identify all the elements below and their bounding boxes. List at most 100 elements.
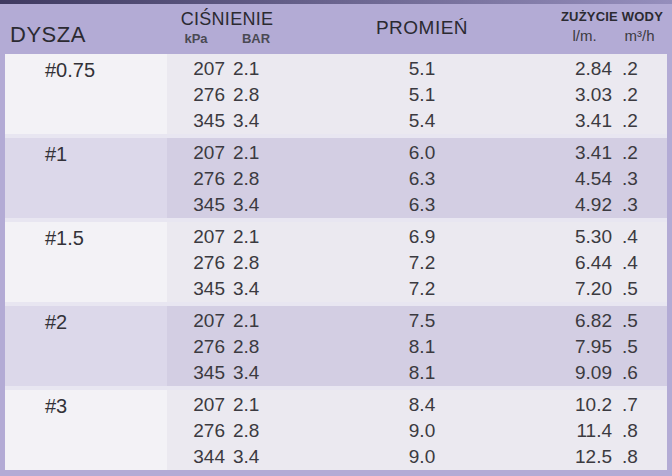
cell-kpa: 276 <box>167 418 225 444</box>
row-lines: 2072.16.95.30.42762.87.26.44.43453.47.27… <box>167 222 667 302</box>
header-radius: PROMIEŃ <box>287 4 557 54</box>
unit-liters-per-min: l/m. <box>557 27 612 44</box>
table-header: DYSZA CIŚNIENIE kPa BAR PROMIEŃ ZUŻYCIE … <box>5 4 667 54</box>
cell-radius: 8.4 <box>287 392 557 418</box>
nozzle-spec-table: DYSZA CIŚNIENIE kPa BAR PROMIEŃ ZUŻYCIE … <box>0 0 672 476</box>
cell-cubic-meters-per-hour: .2 <box>612 82 667 108</box>
cell-kpa: 345 <box>167 192 225 218</box>
unit-kpa: kPa <box>167 31 225 46</box>
table-row: #32072.18.410.2.72762.89.011.4.83443.49.… <box>5 390 667 470</box>
cell-cubic-meters-per-hour: .2 <box>612 140 667 166</box>
cell-liters-per-min: 4.54 <box>557 166 612 192</box>
row-lines: 2072.16.03.41.22762.86.34.54.33453.46.34… <box>167 138 667 218</box>
cell-radius: 7.2 <box>287 276 557 302</box>
cell-liters-per-min: 9.09 <box>557 360 612 386</box>
cell-radius: 6.3 <box>287 166 557 192</box>
cell-cubic-meters-per-hour: .7 <box>612 392 667 418</box>
cell-kpa: 276 <box>167 250 225 276</box>
nozzle-label: #1.5 <box>5 222 167 302</box>
cell-cubic-meters-per-hour: .5 <box>612 276 667 302</box>
data-line: 3443.49.012.5.8 <box>167 444 667 470</box>
cell-liters-per-min: 4.92 <box>557 192 612 218</box>
header-pressure: CIŚNIENIE kPa BAR <box>167 4 287 54</box>
cell-radius: 7.2 <box>287 250 557 276</box>
cell-liters-per-min: 7.95 <box>557 334 612 360</box>
unit-cubic-meters-per-hour: m³/h <box>612 27 667 44</box>
cell-bar: 2.8 <box>225 334 287 360</box>
cell-kpa: 345 <box>167 276 225 302</box>
cell-cubic-meters-per-hour: .4 <box>612 250 667 276</box>
row-lines: 2072.15.12.84.22762.85.13.03.23453.45.43… <box>167 54 667 134</box>
cell-bar: 2.1 <box>225 56 287 82</box>
header-water-units: l/m. m³/h <box>557 27 667 44</box>
cell-radius: 7.5 <box>287 308 557 334</box>
cell-kpa: 207 <box>167 140 225 166</box>
cell-kpa: 276 <box>167 82 225 108</box>
header-water-title: ZUŻYCIE WODY <box>557 9 667 24</box>
cell-kpa: 276 <box>167 334 225 360</box>
cell-cubic-meters-per-hour: .8 <box>612 418 667 444</box>
cell-radius: 6.9 <box>287 224 557 250</box>
cell-kpa: 207 <box>167 56 225 82</box>
cell-radius: 5.1 <box>287 56 557 82</box>
cell-radius: 5.1 <box>287 82 557 108</box>
unit-bar: BAR <box>225 31 287 46</box>
cell-liters-per-min: 6.44 <box>557 250 612 276</box>
cell-liters-per-min: 12.5 <box>557 444 612 470</box>
cell-kpa: 345 <box>167 360 225 386</box>
data-line: 2072.16.03.41.2 <box>167 140 667 166</box>
cell-radius: 9.0 <box>287 444 557 470</box>
row-lines: 2072.17.56.82.52762.88.17.95.53453.48.19… <box>167 306 667 386</box>
data-line: 2072.16.95.30.4 <box>167 224 667 250</box>
cell-liters-per-min: 3.41 <box>557 140 612 166</box>
cell-bar: 2.8 <box>225 82 287 108</box>
data-line: 2762.87.26.44.4 <box>167 250 667 276</box>
cell-bar: 2.1 <box>225 392 287 418</box>
cell-liters-per-min: 3.03 <box>557 82 612 108</box>
data-line: 2072.18.410.2.7 <box>167 392 667 418</box>
table-body: #0.752072.15.12.84.22762.85.13.03.23453.… <box>5 54 667 470</box>
cell-bar: 2.1 <box>225 308 287 334</box>
cell-bar: 2.8 <box>225 418 287 444</box>
cell-liters-per-min: 7.20 <box>557 276 612 302</box>
cell-cubic-meters-per-hour: .2 <box>612 108 667 134</box>
header-nozzle: DYSZA <box>5 4 167 54</box>
cell-bar: 3.4 <box>225 192 287 218</box>
data-line: 2762.86.34.54.3 <box>167 166 667 192</box>
header-pressure-title: CIŚNIENIE <box>167 10 287 29</box>
data-line: 2762.88.17.95.5 <box>167 334 667 360</box>
nozzle-label: #1 <box>5 138 167 218</box>
data-line: 3453.48.19.09.6 <box>167 360 667 386</box>
cell-liters-per-min: 3.41 <box>557 108 612 134</box>
cell-cubic-meters-per-hour: .3 <box>612 166 667 192</box>
cell-kpa: 276 <box>167 166 225 192</box>
cell-bar: 3.4 <box>225 276 287 302</box>
cell-bar: 3.4 <box>225 108 287 134</box>
cell-kpa: 345 <box>167 108 225 134</box>
table-row: #1.52072.16.95.30.42762.87.26.44.43453.4… <box>5 222 667 302</box>
cell-radius: 8.1 <box>287 334 557 360</box>
data-line: 2762.85.13.03.2 <box>167 82 667 108</box>
cell-liters-per-min: 2.84 <box>557 56 612 82</box>
cell-cubic-meters-per-hour: .2 <box>612 56 667 82</box>
cell-cubic-meters-per-hour: .3 <box>612 192 667 218</box>
cell-radius: 9.0 <box>287 418 557 444</box>
cell-bar: 2.1 <box>225 140 287 166</box>
cell-liters-per-min: 5.30 <box>557 224 612 250</box>
cell-bar: 3.4 <box>225 444 287 470</box>
nozzle-label: #3 <box>5 390 167 470</box>
nozzle-label: #2 <box>5 306 167 386</box>
data-line: 2762.89.011.4.8 <box>167 418 667 444</box>
cell-cubic-meters-per-hour: .6 <box>612 360 667 386</box>
cell-cubic-meters-per-hour: .5 <box>612 308 667 334</box>
cell-bar: 2.8 <box>225 250 287 276</box>
data-line: 2072.15.12.84.2 <box>167 56 667 82</box>
cell-liters-per-min: 10.2 <box>557 392 612 418</box>
row-lines: 2072.18.410.2.72762.89.011.4.83443.49.01… <box>167 390 667 470</box>
cell-liters-per-min: 11.4 <box>557 418 612 444</box>
cell-kpa: 344 <box>167 444 225 470</box>
cell-cubic-meters-per-hour: .5 <box>612 334 667 360</box>
cell-radius: 5.4 <box>287 108 557 134</box>
cell-kpa: 207 <box>167 224 225 250</box>
cell-radius: 8.1 <box>287 360 557 386</box>
